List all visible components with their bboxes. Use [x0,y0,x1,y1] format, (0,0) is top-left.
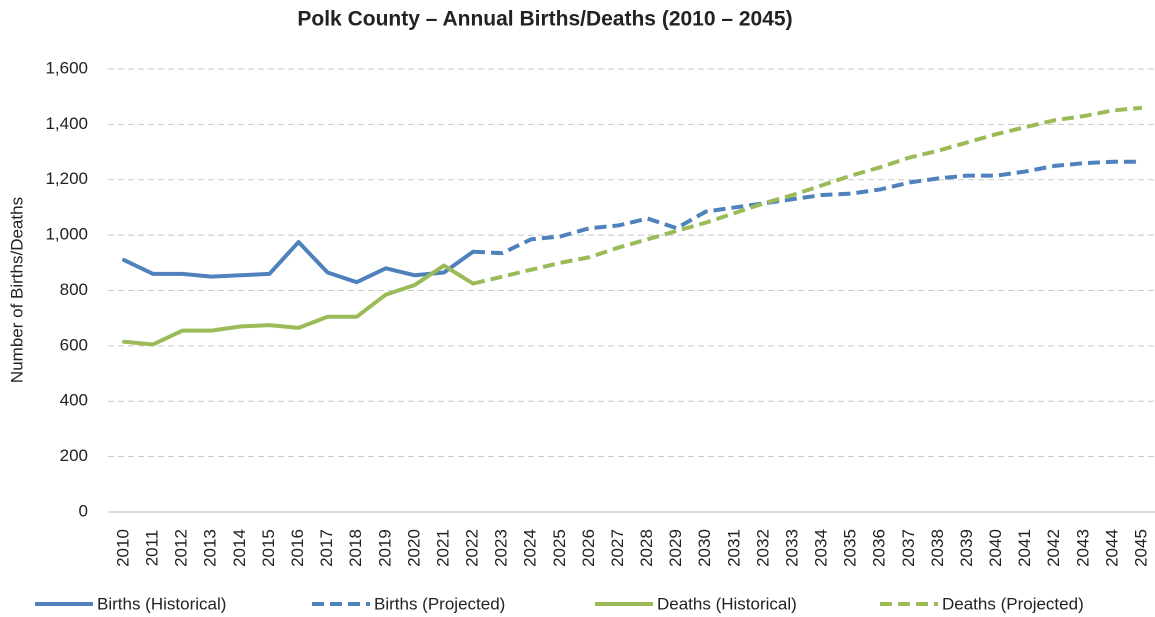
x-tick-label: 2025 [550,529,569,567]
x-tick-label: 2026 [579,529,598,567]
legend-label: Deaths (Historical) [657,594,797,613]
x-tick-label: 2010 [113,529,132,567]
y-axis-label: Number of Births/Deaths [7,197,26,383]
x-tick-label: 2037 [899,529,918,567]
x-tick-label: 2014 [230,529,249,567]
x-tick-label: 2011 [143,530,162,567]
x-tick-label: 2032 [753,529,772,567]
y-tick-label: 0 [79,501,88,520]
data-line [472,105,1143,286]
y-tick-label: 1,600 [45,58,88,77]
x-tick-label: 2016 [288,529,307,567]
x-tick-label: 2031 [724,529,743,567]
x-tick-label: 2013 [201,529,220,567]
x-tick-label: 2024 [521,529,540,567]
y-tick-label: 800 [60,280,88,299]
legend-label: Births (Projected) [374,594,505,613]
x-tick-label: 2018 [346,529,365,567]
y-tick-label: 1,000 [45,225,88,244]
x-tick-label: 2044 [1102,529,1121,567]
x-tick-label: 2035 [841,529,860,567]
x-tick-label: 2027 [608,529,627,567]
x-tick-label: 2039 [957,529,976,567]
data-line [122,240,476,285]
x-tick-label: 2012 [172,529,191,567]
x-tick-label: 2028 [637,529,656,567]
x-tick-label: 2019 [375,529,394,567]
data-line [122,263,476,347]
x-tick-label: 2029 [666,529,685,567]
x-tick-label: 2041 [1015,529,1034,567]
y-tick-label: 1,400 [45,114,88,133]
legend-label: Deaths (Projected) [942,594,1084,613]
x-tick-label: 2017 [317,529,336,567]
x-tick-label: 2043 [1073,529,1092,567]
x-tick-label: 2042 [1044,529,1063,567]
x-tick-label: 2033 [782,529,801,567]
x-tick-label: 2030 [695,529,714,567]
y-tick-label: 600 [60,335,88,354]
chart-title: Polk County – Annual Births/Deaths (2010… [297,8,792,31]
y-tick-label: 1,200 [45,169,88,188]
y-tick-label: 200 [60,446,88,465]
y-tick-label: 400 [60,391,88,410]
x-tick-label: 2038 [928,529,947,567]
x-tick-label: 2023 [492,529,511,567]
data-line [472,159,1142,256]
x-tick-label: 2015 [259,529,278,567]
x-tick-label: 2020 [404,529,423,567]
x-tick-label: 2034 [812,529,831,567]
x-tick-label: 2022 [463,529,482,567]
x-tick-label: 2040 [986,529,1005,567]
x-tick-label: 2021 [433,529,452,567]
x-tick-label: 2036 [870,529,889,567]
legend-label: Births (Historical) [97,594,226,613]
x-tick-label: 2045 [1131,529,1150,567]
